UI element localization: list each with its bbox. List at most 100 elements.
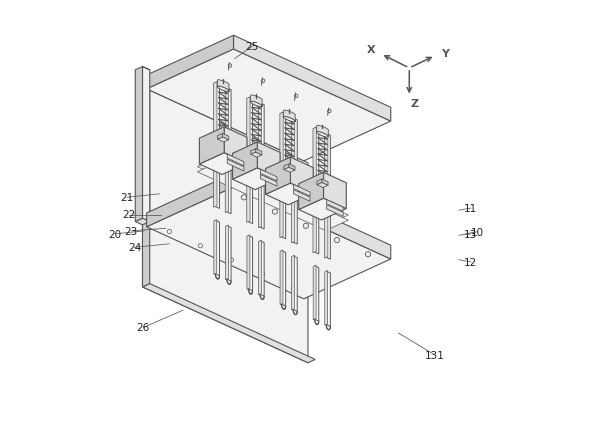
Polygon shape xyxy=(280,113,283,238)
Polygon shape xyxy=(147,187,391,299)
Polygon shape xyxy=(142,88,308,363)
Polygon shape xyxy=(325,271,328,326)
Polygon shape xyxy=(282,114,286,239)
Polygon shape xyxy=(260,241,264,296)
Polygon shape xyxy=(290,158,313,194)
Polygon shape xyxy=(197,157,348,226)
Polygon shape xyxy=(282,251,286,306)
Polygon shape xyxy=(224,127,247,164)
Text: 12: 12 xyxy=(464,257,477,267)
Polygon shape xyxy=(299,173,323,210)
Text: 24: 24 xyxy=(128,243,141,253)
Polygon shape xyxy=(217,138,229,143)
Polygon shape xyxy=(233,174,391,259)
Polygon shape xyxy=(217,87,229,92)
Polygon shape xyxy=(256,149,262,156)
Polygon shape xyxy=(227,155,244,166)
Polygon shape xyxy=(315,129,318,254)
Polygon shape xyxy=(317,126,328,138)
Polygon shape xyxy=(261,175,277,187)
Text: 23: 23 xyxy=(124,226,138,237)
Polygon shape xyxy=(225,225,229,280)
Text: 20: 20 xyxy=(108,229,121,240)
Polygon shape xyxy=(322,179,328,186)
Polygon shape xyxy=(293,119,298,245)
Polygon shape xyxy=(147,50,391,162)
Polygon shape xyxy=(326,134,330,260)
Text: 22: 22 xyxy=(123,210,136,220)
Polygon shape xyxy=(284,168,295,173)
Polygon shape xyxy=(214,83,217,208)
Polygon shape xyxy=(326,205,343,217)
Polygon shape xyxy=(284,164,289,170)
Polygon shape xyxy=(313,128,316,253)
Polygon shape xyxy=(289,164,295,171)
Text: Z: Z xyxy=(410,98,418,109)
Polygon shape xyxy=(248,236,253,291)
Polygon shape xyxy=(232,169,280,190)
Text: 21: 21 xyxy=(120,193,134,203)
Text: 25: 25 xyxy=(245,42,259,52)
Polygon shape xyxy=(200,154,247,175)
Polygon shape xyxy=(200,127,224,165)
Polygon shape xyxy=(247,235,250,290)
Text: 11: 11 xyxy=(464,203,477,214)
Text: 26: 26 xyxy=(137,322,150,333)
Polygon shape xyxy=(216,83,219,209)
Polygon shape xyxy=(197,162,348,231)
Polygon shape xyxy=(233,36,391,122)
Polygon shape xyxy=(317,132,328,138)
Polygon shape xyxy=(227,226,231,281)
Polygon shape xyxy=(265,184,313,206)
Text: X: X xyxy=(367,45,376,55)
Polygon shape xyxy=(299,199,346,221)
Polygon shape xyxy=(325,133,328,258)
Polygon shape xyxy=(293,256,298,312)
Polygon shape xyxy=(217,134,222,140)
Polygon shape xyxy=(259,240,261,295)
Polygon shape xyxy=(136,219,150,225)
Polygon shape xyxy=(222,134,229,140)
Polygon shape xyxy=(313,265,316,320)
Polygon shape xyxy=(251,149,256,155)
Text: 131: 131 xyxy=(424,350,444,360)
Polygon shape xyxy=(317,183,328,188)
Polygon shape xyxy=(280,250,283,305)
Polygon shape xyxy=(257,143,280,179)
Polygon shape xyxy=(326,271,330,327)
Polygon shape xyxy=(227,160,244,172)
Polygon shape xyxy=(323,173,346,209)
Polygon shape xyxy=(251,153,262,158)
Polygon shape xyxy=(216,221,219,276)
Polygon shape xyxy=(251,96,262,108)
Polygon shape xyxy=(265,158,290,195)
Polygon shape xyxy=(258,103,262,228)
Polygon shape xyxy=(250,102,262,108)
Polygon shape xyxy=(293,185,310,197)
Polygon shape xyxy=(283,117,296,123)
Polygon shape xyxy=(214,220,217,275)
Polygon shape xyxy=(225,88,229,213)
Polygon shape xyxy=(326,200,343,212)
Polygon shape xyxy=(291,118,295,243)
Polygon shape xyxy=(142,84,150,287)
Polygon shape xyxy=(315,266,318,321)
Polygon shape xyxy=(247,98,250,223)
Polygon shape xyxy=(232,143,257,180)
Polygon shape xyxy=(260,104,264,229)
Polygon shape xyxy=(217,80,229,92)
Text: Y: Y xyxy=(440,49,448,59)
Polygon shape xyxy=(283,111,296,123)
Polygon shape xyxy=(147,36,233,89)
Polygon shape xyxy=(227,89,231,214)
Polygon shape xyxy=(136,68,142,222)
Polygon shape xyxy=(142,68,150,222)
Polygon shape xyxy=(147,174,233,227)
Text: 10: 10 xyxy=(471,227,484,237)
Polygon shape xyxy=(142,284,315,363)
Text: 13: 13 xyxy=(464,229,477,240)
Polygon shape xyxy=(317,179,322,185)
Polygon shape xyxy=(248,98,253,224)
Polygon shape xyxy=(293,190,310,202)
Polygon shape xyxy=(261,170,277,181)
